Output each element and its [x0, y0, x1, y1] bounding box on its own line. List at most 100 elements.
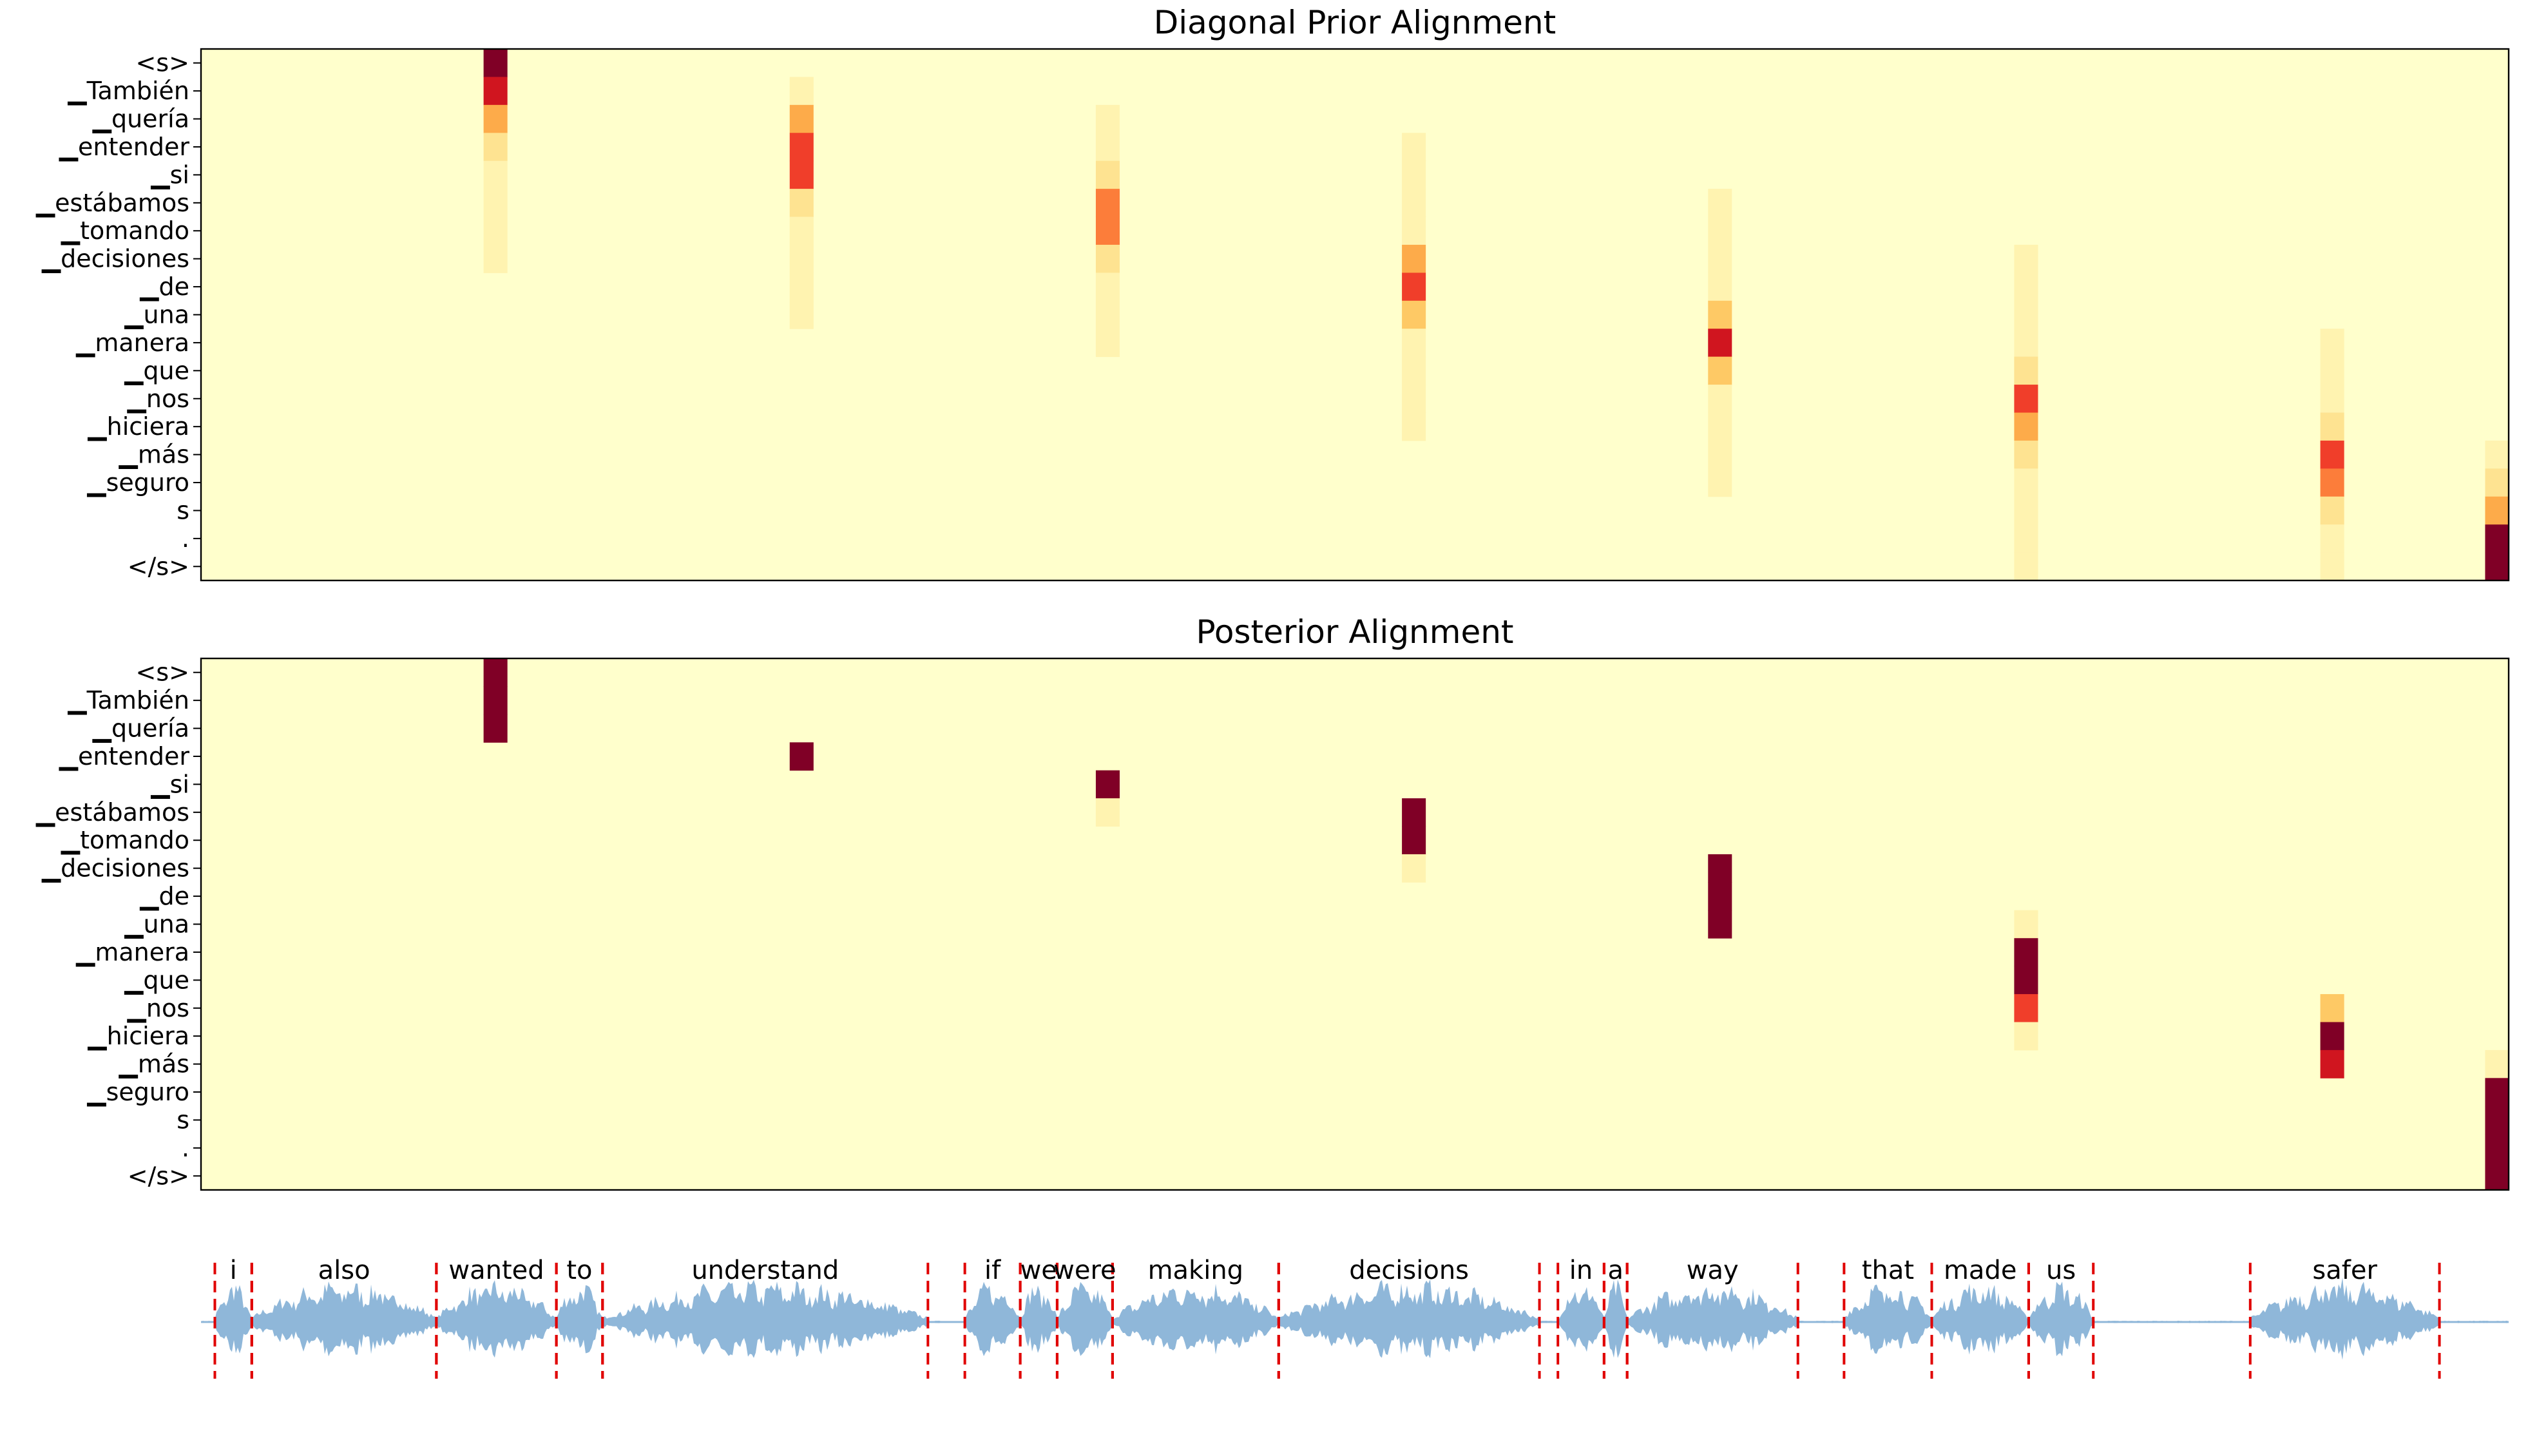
word-label: in: [1569, 1256, 1593, 1285]
heatmap-cell: [1095, 244, 1120, 273]
audio-waveform: [201, 1278, 2509, 1360]
heatmap-cell: [2320, 994, 2344, 1022]
heatmap-cell: [1402, 826, 1426, 855]
posterior-y-tick-labels: <s>▁También▁quería▁entender▁si▁estábamos…: [35, 658, 201, 1190]
y-tick-label: ▁quería: [92, 714, 189, 743]
y-tick-label: ▁manera: [75, 938, 189, 967]
y-tick-label: ▁tomando: [61, 216, 189, 245]
word-label: making: [1148, 1256, 1244, 1285]
word-boundary-lines: [213, 1263, 2441, 1379]
y-tick-label: ▁si: [150, 770, 189, 799]
heatmap-cell: [483, 216, 508, 245]
heatmap-cell: [789, 77, 814, 106]
posterior-alignment-title: Posterior Alignment: [1196, 613, 1513, 651]
heatmap-cell: [2014, 440, 2038, 469]
heatmap-cell: [1708, 882, 1732, 911]
heatmap-cell: [2014, 910, 2038, 939]
heatmap-cell: [1402, 798, 1426, 827]
heatmap-cell: [2320, 1049, 2344, 1078]
heatmap-cell: [483, 49, 508, 77]
heatmap-cell: [1708, 385, 1732, 413]
heatmap-cell: [2014, 1022, 2038, 1051]
heatmap-cell: [2014, 994, 2038, 1022]
y-tick-label: ▁estábamos: [35, 189, 189, 218]
heatmap-cell: [789, 273, 814, 302]
prior-alignment-panel: Diagonal Prior Alignment <s>▁También▁que…: [35, 4, 2510, 582]
heatmap-cell: [1402, 300, 1426, 329]
heatmap-cell: [2485, 524, 2509, 553]
word-label: made: [1944, 1256, 2016, 1285]
heatmap-cell: [483, 104, 508, 133]
heatmap-cell: [1708, 216, 1732, 245]
heatmap-cell: [2014, 244, 2038, 273]
y-tick-label: ▁hiciera: [87, 412, 189, 441]
y-tick-label: ▁manera: [75, 329, 189, 358]
heatmap-cell: [2014, 356, 2038, 385]
heatmap-cell: [1708, 189, 1732, 218]
heatmap-cell: [2014, 385, 2038, 413]
heatmap-cell: [2014, 938, 2038, 967]
word-label: we: [1020, 1256, 1057, 1285]
heatmap-cell: [483, 244, 508, 273]
y-tick-label: ▁que: [124, 966, 189, 995]
y-tick-label: </s>: [128, 1162, 189, 1190]
heatmap-cell: [1708, 854, 1732, 883]
y-tick-label: <s>: [136, 49, 189, 77]
word-label: that: [1862, 1256, 1914, 1285]
posterior-heatmap-cells: [483, 658, 2509, 1191]
heatmap-cell: [2014, 552, 2038, 581]
y-tick-label: </s>: [128, 552, 189, 580]
word-label: if: [984, 1256, 1001, 1285]
heatmap-cell: [2014, 300, 2038, 329]
posterior-axes-frame: [200, 657, 2510, 1191]
heatmap-cell: [2485, 1162, 2509, 1191]
heatmap-cell: [1402, 412, 1426, 441]
posterior-alignment-panel: Posterior Alignment <s>▁También▁quería▁e…: [35, 613, 2510, 1191]
y-tick-label: ▁quería: [92, 105, 189, 134]
heatmap-cell: [2320, 468, 2344, 497]
y-tick-label: .: [182, 524, 189, 553]
prior-alignment-title: Diagonal Prior Alignment: [1154, 4, 1556, 41]
y-tick-label: ▁También: [67, 686, 189, 715]
heatmap-cell: [2014, 329, 2038, 358]
heatmap-cell: [2320, 1022, 2344, 1051]
y-tick-label: ▁una: [124, 301, 189, 330]
heatmap-cell: [483, 77, 508, 106]
heatmap-cell: [1402, 356, 1426, 385]
y-tick-label: ▁seguro: [86, 1078, 189, 1107]
heatmap-cell: [2014, 273, 2038, 302]
word-label: wanted: [448, 1256, 544, 1285]
y-tick-label: ▁entender: [59, 742, 190, 771]
heatmap-cell: [1708, 468, 1732, 497]
heatmap-cell: [789, 160, 814, 189]
heatmap-cell: [789, 189, 814, 218]
heatmap-cell: [1708, 244, 1732, 273]
y-tick-label: ▁más: [119, 1050, 189, 1079]
heatmap-cell: [789, 244, 814, 273]
y-tick-label: ▁de: [139, 882, 189, 911]
heatmap-cell: [1402, 189, 1426, 218]
word-label: also: [318, 1256, 370, 1285]
y-tick-label: ▁nos: [127, 994, 189, 1023]
heatmap-cell: [483, 133, 508, 162]
heatmap-cell: [1402, 160, 1426, 189]
heatmap-cell: [1095, 160, 1120, 189]
heatmap-cell: [789, 133, 814, 162]
word-label: us: [2046, 1256, 2076, 1285]
word-label: to: [566, 1256, 592, 1285]
heatmap-cell: [2485, 552, 2509, 581]
heatmap-cell: [1402, 133, 1426, 162]
heatmap-cell: [789, 104, 814, 133]
heatmap-cell: [2320, 412, 2344, 441]
heatmap-cell: [2320, 329, 2344, 358]
heatmap-cell: [2485, 1078, 2509, 1107]
heatmap-cell: [1095, 189, 1120, 218]
y-tick-label: .: [182, 1134, 189, 1162]
y-tick-label: ▁si: [150, 160, 189, 189]
y-tick-label: ▁nos: [127, 385, 189, 414]
heatmap-cell: [2485, 1049, 2509, 1078]
heatmap-cell: [1402, 244, 1426, 273]
prior-y-tick-labels: <s>▁También▁quería▁entender▁si▁estábamos…: [35, 49, 201, 580]
